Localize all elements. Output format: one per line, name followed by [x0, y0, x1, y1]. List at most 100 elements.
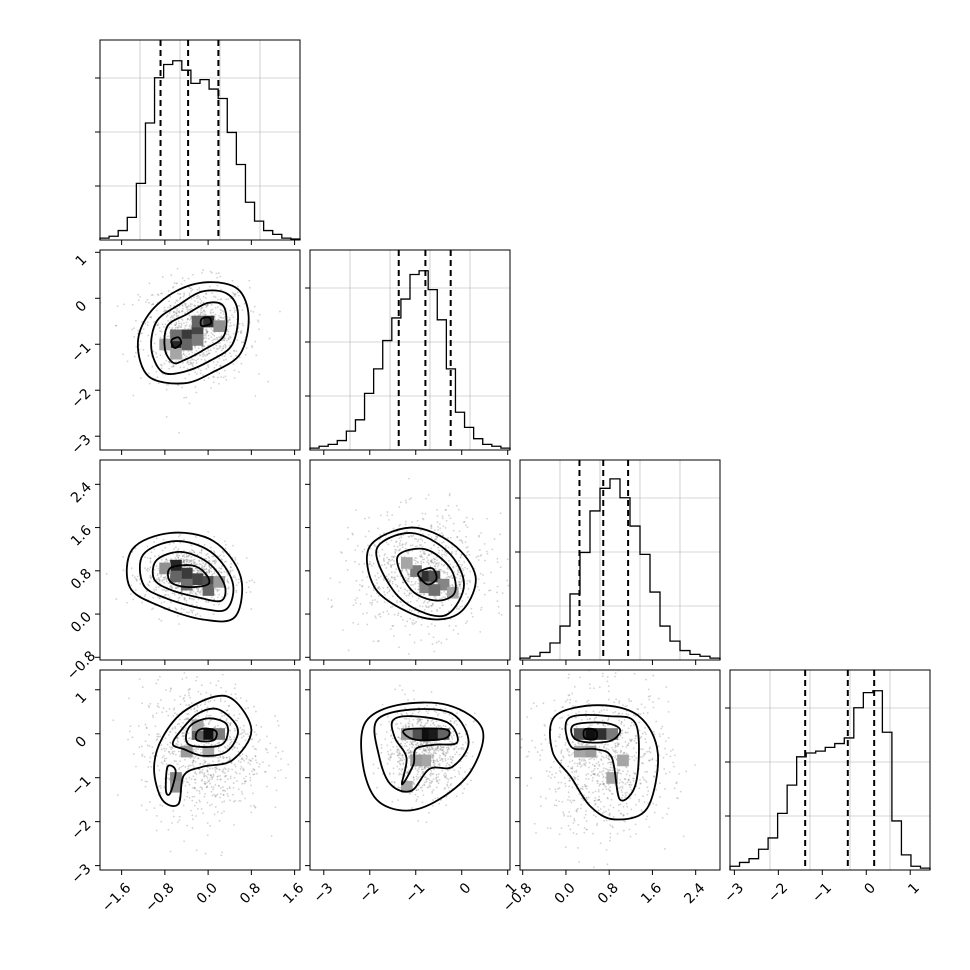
density-cell	[202, 584, 215, 596]
density-cell	[191, 334, 204, 346]
y-tick-label: 1	[73, 689, 91, 707]
density-cell	[606, 728, 619, 740]
density-cell	[419, 754, 432, 767]
contour-1	[417, 567, 438, 586]
contour-3	[564, 714, 640, 802]
density-cell	[202, 728, 215, 740]
density-cell	[573, 745, 586, 758]
scatter-points	[372, 684, 476, 824]
density-cell	[437, 578, 450, 591]
contour-4	[366, 526, 477, 621]
panel-2-3-content	[327, 477, 510, 660]
y-tick-label: 0.0	[68, 609, 95, 636]
contour-2	[151, 550, 227, 603]
hist-param-4-step	[729, 690, 931, 870]
hist-param-4-frame	[729, 669, 931, 871]
y-tick-label: 0	[73, 298, 91, 316]
density-cell	[419, 581, 432, 594]
x-tick-label: 1	[905, 880, 923, 898]
density-cell	[180, 745, 193, 758]
panel-1-4-content	[100, 670, 290, 857]
x-tick-label: −0.8	[142, 880, 177, 915]
y-tick-label: −1	[69, 340, 95, 366]
x-tick-label: 0.8	[595, 880, 622, 907]
hist-param-2-frame	[309, 249, 511, 451]
panel-1-2-content	[100, 250, 281, 434]
density-cell	[213, 728, 226, 740]
density-cell	[180, 329, 193, 342]
density-cell	[170, 329, 182, 342]
contour-1	[163, 301, 228, 365]
x-tick-label: 0	[861, 880, 879, 898]
y-tick-label: 0.8	[68, 566, 95, 593]
panel-2-4-content	[360, 684, 485, 824]
x-tick-label: 1.6	[280, 880, 307, 907]
density-cell	[170, 347, 182, 360]
contour-4	[360, 701, 485, 812]
x-tick-label: 0.0	[552, 880, 579, 907]
contour-3	[171, 707, 239, 757]
y-tick-label: −2	[69, 817, 95, 843]
density-cell	[180, 578, 193, 591]
scatter-points	[100, 670, 290, 857]
panel-2-4	[309, 669, 511, 871]
density-cell	[191, 719, 204, 732]
y-tick-label: −0.8	[64, 648, 99, 683]
panel-2-3-frame	[309, 459, 511, 661]
contour-5	[164, 764, 177, 796]
panel-1-4-frame	[99, 669, 301, 871]
hist-param-3-frame	[519, 459, 721, 661]
panel-3-4-frame	[519, 669, 721, 871]
x-tick-label: −3	[311, 880, 337, 906]
density-cell	[180, 567, 193, 580]
contour-4	[153, 694, 253, 807]
panel-1-2	[99, 249, 301, 451]
contour-5	[199, 316, 213, 327]
hist-param-1-step	[99, 60, 301, 240]
density-cell	[437, 728, 450, 740]
contour-2	[570, 721, 622, 744]
panel-3-4-content	[520, 670, 696, 869]
contour-4	[125, 531, 244, 623]
y-tick-label: 0	[73, 733, 91, 751]
density-cell	[202, 576, 215, 588]
x-tick-label: 1.6	[638, 880, 665, 907]
density-cell	[584, 728, 597, 740]
density-cell	[170, 780, 182, 793]
density-cell	[584, 745, 597, 758]
contour-2	[396, 547, 457, 602]
contour-4	[170, 336, 183, 349]
contour-3	[375, 532, 465, 618]
density-cell	[595, 728, 608, 740]
panel-1-3	[99, 459, 301, 661]
density-cell	[400, 557, 413, 569]
density-cell	[159, 562, 171, 575]
density-cell	[428, 584, 441, 596]
x-tick-label: 0.0	[194, 880, 221, 907]
density-cell	[419, 570, 432, 583]
panel-1-3-content	[105, 531, 256, 625]
density-cell	[400, 780, 413, 793]
panel-1-3-frame	[99, 459, 301, 661]
panel-3-4	[519, 669, 721, 871]
contour-1	[582, 727, 598, 741]
density-cell	[213, 320, 226, 332]
y-tick-label: 1	[73, 252, 91, 270]
contour-4	[548, 704, 659, 821]
y-tick-label: −1	[69, 773, 95, 799]
density-cell	[428, 728, 441, 740]
hist-param-3-step	[519, 478, 721, 660]
density-cell	[202, 745, 215, 758]
panel-2-4-frame	[309, 669, 511, 871]
x-tick-label: −2	[765, 880, 791, 906]
y-tick-label: 1.6	[68, 522, 95, 549]
density-cell	[170, 338, 182, 351]
density-cell	[191, 728, 204, 740]
contour-3	[373, 708, 470, 793]
density-cell	[617, 754, 629, 767]
density-cell	[191, 324, 204, 337]
x-tick-label: 0	[457, 880, 475, 898]
y-tick-label: −3	[69, 432, 95, 458]
contour-1	[167, 564, 211, 589]
